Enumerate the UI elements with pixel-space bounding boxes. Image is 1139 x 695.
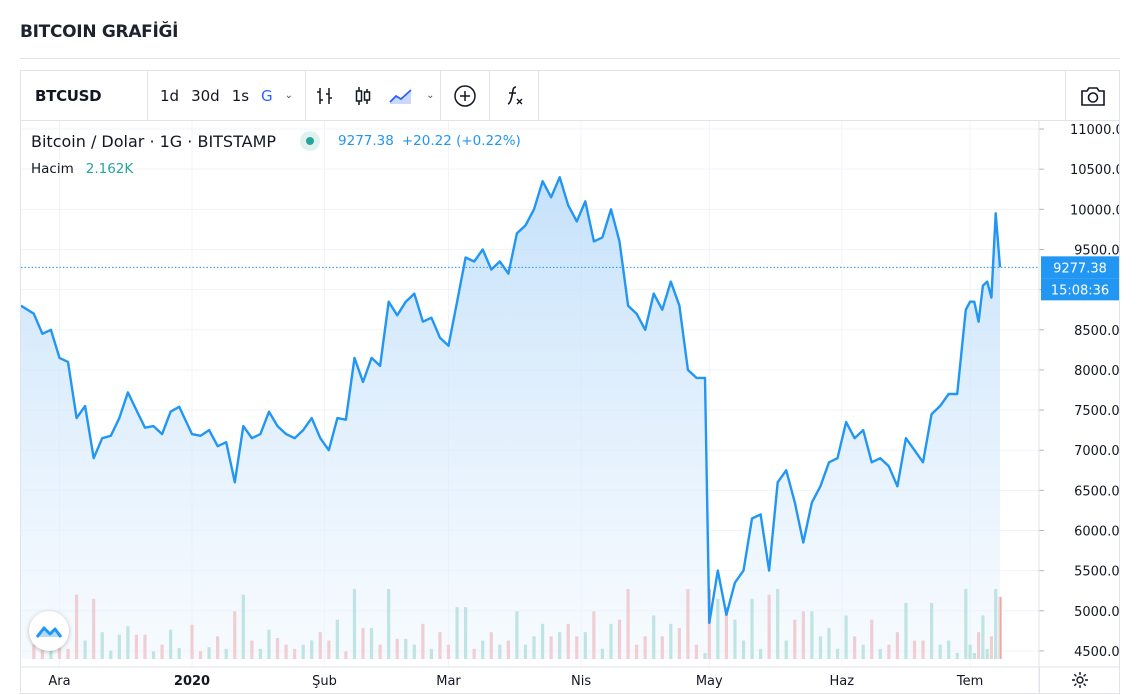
y-tick-label: 7000.00 <box>1074 444 1119 459</box>
compare-add-icon[interactable] <box>441 71 489 121</box>
x-tick-label: Şub <box>312 674 337 689</box>
price-area-fill <box>21 177 1000 659</box>
interval-selector: 1d 30d 1s G ⌄ <box>148 87 305 105</box>
toolbar-separator <box>440 70 442 121</box>
indicators-fx-icon[interactable] <box>490 71 538 121</box>
legend-change: +20.22 (+0.22%) <box>401 133 521 149</box>
interval-g[interactable]: G <box>261 86 273 105</box>
instrument-label: Bitcoin / Dolar · 1G · BITSTAMP <box>31 131 277 151</box>
toolbar-separator <box>538 70 540 121</box>
title-divider <box>20 58 1120 59</box>
y-tick-label: 8500.00 <box>1074 324 1119 339</box>
interval-1d[interactable]: 1d <box>160 86 180 105</box>
chart-toolbar: BTCUSD 1d 30d 1s G ⌄ ⌄ <box>21 70 1119 121</box>
x-tick-label: Ara <box>48 674 70 689</box>
x-tick-label: Mar <box>436 674 461 689</box>
y-tick-label: 10000.00 <box>1070 203 1119 218</box>
page-title: BITCOIN GRAFİĞİ <box>20 22 179 42</box>
price-line <box>21 176 1002 624</box>
price-chart[interactable]: 11000.0010500.0010000.009500.009000.0085… <box>21 71 1119 693</box>
x-tick-label: May <box>696 674 723 689</box>
y-tick-label: 6500.00 <box>1074 484 1119 499</box>
symbol-search-button[interactable]: BTCUSD <box>35 86 102 105</box>
interval-30d[interactable]: 30d <box>191 86 220 105</box>
volume-value: 2.162K <box>85 161 134 177</box>
y-tick-label: 6000.00 <box>1074 525 1119 540</box>
x-tick-label: Nis <box>571 674 591 689</box>
countdown-label: 15:08:36 <box>1051 283 1109 298</box>
volume-label: Hacim <box>31 161 74 177</box>
volume-legend: Hacim 2.162K <box>31 161 133 177</box>
toolbar-separator <box>489 70 491 121</box>
y-tick-label: 8000.00 <box>1074 364 1119 379</box>
y-tick-label: 7500.00 <box>1074 404 1119 419</box>
interval-chevron-down-icon[interactable]: ⌄ <box>284 90 294 101</box>
interval-1s[interactable]: 1s <box>231 86 250 105</box>
last-price-tag <box>1041 256 1119 279</box>
chart-settings-gear-icon[interactable] <box>1039 667 1119 693</box>
style-chevron-down-icon[interactable]: ⌄ <box>426 90 435 101</box>
bar-chart-style-icon[interactable] <box>306 71 344 121</box>
toolbar-separator <box>305 70 307 121</box>
y-tick-label: 5500.00 <box>1074 565 1119 580</box>
market-status-icon <box>300 131 321 151</box>
toolbar-separator <box>147 70 148 121</box>
legend-price: 9277.38 <box>338 133 394 149</box>
x-tick-label: Tem <box>956 674 983 689</box>
x-tick-label: Haz <box>830 674 855 689</box>
x-tick-label: 2020 <box>174 674 210 689</box>
chart-widget: BTCUSD 1d 30d 1s G ⌄ ⌄ <box>20 70 1120 694</box>
last-price-label: 9277.38 <box>1053 261 1107 276</box>
series-legend: Bitcoin / Dolar · 1G · BITSTAMP 9277.38 … <box>31 131 521 151</box>
y-tick-label: 10500.00 <box>1070 163 1119 178</box>
y-tick-label: 5000.00 <box>1074 605 1119 620</box>
y-tick-label: 9500.00 <box>1074 243 1119 258</box>
countdown-tag <box>1041 278 1119 301</box>
tradingview-logo-icon[interactable] <box>29 611 69 651</box>
candles-chart-style-icon[interactable] <box>344 71 382 121</box>
y-tick-label: 11000.00 <box>1070 123 1119 138</box>
y-tick-label: 4500.00 <box>1074 645 1119 660</box>
area-chart-style-icon[interactable] <box>382 71 420 121</box>
camera-snapshot-icon[interactable] <box>1065 71 1119 121</box>
